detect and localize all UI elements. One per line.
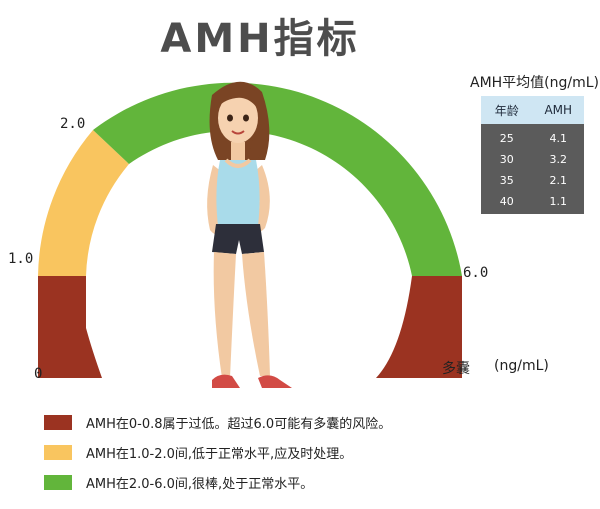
legend-text-normal: AMH在2.0-6.0间,很棒,处于正常水平。: [86, 476, 314, 492]
row-amh: 4.1: [549, 132, 568, 145]
header-age: 年龄: [494, 103, 519, 118]
row-age: 25: [499, 132, 514, 145]
average-table-header: 年龄 AMH: [481, 96, 584, 124]
row-age: 40: [499, 195, 514, 208]
gauge-zone-low-left: [38, 276, 102, 378]
legend-swatch-low: [44, 414, 72, 430]
legend-text-mid: AMH在1.0-2.0间,低于正常水平,应及时处理。: [86, 446, 353, 462]
legend-item-normal: AMH在2.0-6.0间,很棒,处于正常水平。: [44, 468, 391, 496]
row-amh: 3.2: [549, 153, 568, 166]
gauge-zone-high-right: [376, 276, 462, 378]
scale-label-many: 多囊: [442, 361, 470, 377]
scale-unit: (ng/mL): [494, 358, 549, 374]
average-table: 年龄 AMH 25 4.1 30 3.2 35 2.1 40 1.1: [481, 96, 584, 214]
legend-swatch-mid: [44, 444, 72, 460]
scale-label-0: 0: [34, 366, 43, 382]
legend-text-low: AMH在0-0.8属于过低。超过6.0可能有多囊的风险。: [86, 416, 392, 432]
table-row: 30 3.2: [481, 149, 584, 170]
legend-item-low: AMH在0-0.8属于过低。超过6.0可能有多囊的风险。: [44, 408, 391, 436]
row-age: 30: [499, 153, 514, 166]
legend-item-mid: AMH在1.0-2.0间,低于正常水平,应及时处理。: [44, 438, 391, 466]
page-title: AMH指标: [160, 16, 360, 62]
row-age: 35: [499, 174, 514, 187]
header-amh: AMH: [544, 103, 573, 117]
scale-label-1: 1.0: [8, 251, 34, 267]
row-amh: 2.1: [549, 174, 568, 187]
table-row: 25 4.1: [481, 128, 584, 149]
scale-label-2: 2.0: [60, 116, 86, 132]
row-amh: 1.1: [549, 195, 568, 208]
table-row: 35 2.1: [481, 170, 584, 191]
legend-swatch-normal: [44, 474, 72, 490]
gauge-zone-mid: [38, 130, 129, 276]
table-row: 40 1.1: [481, 191, 584, 212]
gauge-zone-normal: [93, 82, 462, 276]
scale-label-6: 6.0: [463, 265, 489, 281]
average-table-title: AMH平均值(ng/mL): [470, 75, 600, 91]
legend: AMH在0-0.8属于过低。超过6.0可能有多囊的风险。 AMH在1.0-2.0…: [44, 408, 391, 498]
